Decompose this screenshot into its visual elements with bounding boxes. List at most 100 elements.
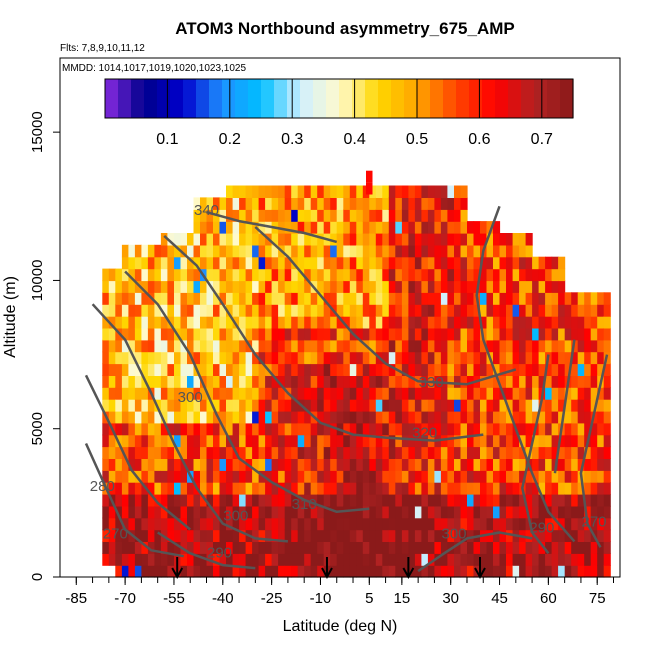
heatmap-cell <box>167 399 175 412</box>
heatmap-cell <box>369 185 377 198</box>
heatmap-cell <box>486 505 494 519</box>
heatmap-cell <box>121 363 129 376</box>
heatmap-cell <box>440 185 448 198</box>
contour-lines <box>84 205 609 573</box>
heatmap-cell <box>258 410 266 424</box>
heatmap-cell <box>584 446 592 459</box>
heatmap-cell <box>278 280 286 293</box>
heatmap-cell <box>284 292 292 305</box>
heatmap-cell <box>108 304 116 317</box>
heatmap-cell <box>382 387 390 400</box>
heatmap-cell <box>506 233 514 246</box>
heatmap-cell <box>141 244 149 258</box>
heatmap-cell <box>330 470 338 483</box>
heatmap-cell <box>200 565 208 578</box>
heatmap-cell <box>258 280 266 293</box>
heatmap-cell <box>414 197 422 210</box>
heatmap-cell <box>330 446 338 459</box>
heatmap-cell <box>323 470 331 483</box>
heatmap-cell <box>284 244 292 258</box>
heatmap-cell <box>460 553 468 566</box>
heatmap-cell <box>193 410 201 424</box>
heatmap-cell <box>219 351 227 365</box>
heatmap-cell <box>467 256 475 270</box>
heatmap-cell <box>440 327 448 341</box>
heatmap-cell <box>519 375 527 388</box>
heatmap-cell <box>486 280 494 293</box>
heatmap-cell <box>258 434 266 448</box>
heatmap-cell <box>200 517 208 531</box>
heatmap-cell <box>506 375 514 388</box>
heatmap-cell <box>460 339 468 353</box>
heatmap-cell <box>206 541 214 554</box>
heatmap-cell <box>467 327 475 341</box>
heatmap-cell <box>200 529 208 542</box>
heatmap-cell <box>395 387 403 400</box>
heatmap-cell <box>525 387 533 400</box>
heatmap-cell <box>271 316 279 329</box>
heatmap-cell <box>245 565 253 578</box>
heatmap-cell <box>219 363 227 376</box>
heatmap-cell <box>258 244 266 258</box>
heatmap-cell <box>506 363 514 376</box>
heatmap-cell <box>108 434 116 448</box>
heatmap-cell <box>401 434 409 448</box>
heatmap-cell <box>460 221 468 234</box>
heatmap-cell <box>447 209 455 222</box>
heatmap-cell <box>421 505 429 519</box>
heatmap-cell <box>239 280 247 293</box>
heatmap-cell <box>102 327 110 341</box>
heatmap-cell <box>336 565 344 578</box>
heatmap-cell <box>160 505 168 519</box>
heatmap-cell <box>330 185 338 198</box>
heatmap-cell <box>427 280 435 293</box>
heatmap-cell <box>434 446 442 459</box>
heatmap-cell <box>460 541 468 554</box>
heatmap-cell <box>414 304 422 317</box>
heatmap-cell <box>525 422 533 436</box>
heatmap-cell <box>414 268 422 282</box>
heatmap-cell <box>343 553 351 566</box>
heatmap-cell <box>134 304 142 317</box>
heatmap-cell <box>154 565 162 578</box>
heatmap-cell <box>102 375 110 388</box>
heatmap-cell <box>447 268 455 282</box>
heatmap-cell <box>421 304 429 317</box>
heatmap-cell <box>180 410 188 424</box>
heatmap-cell <box>414 244 422 258</box>
heatmap-cell <box>239 494 247 507</box>
heatmap-cell <box>532 280 540 293</box>
heatmap-cell <box>245 446 253 459</box>
heatmap-cell <box>121 244 129 258</box>
heatmap-cell <box>317 339 325 353</box>
heatmap-cell <box>310 327 318 341</box>
heatmap-cell <box>519 304 527 317</box>
heatmap-cell <box>538 316 546 329</box>
heatmap-cell <box>115 399 123 412</box>
heatmap-cell <box>232 339 240 353</box>
heatmap-cell <box>330 553 338 566</box>
heatmap-cell <box>603 446 611 459</box>
heatmap-cell <box>545 482 553 495</box>
heatmap-cell <box>493 256 501 270</box>
heatmap-cell <box>141 446 149 459</box>
heatmap-cell <box>134 327 142 341</box>
heatmap-cell <box>108 541 116 554</box>
heatmap-cell <box>252 410 260 424</box>
heatmap-cell <box>265 517 273 531</box>
heatmap-cell <box>356 565 364 578</box>
heatmap-cell <box>421 268 429 282</box>
heatmap-cell <box>356 233 364 246</box>
heatmap-cell <box>473 482 481 495</box>
heatmap-cell <box>284 185 292 198</box>
heatmap-cell <box>512 339 520 353</box>
heatmap-cell <box>356 399 364 412</box>
heatmap-cell <box>375 458 383 471</box>
heatmap-cell <box>356 422 364 436</box>
heatmap-cell <box>395 541 403 554</box>
heatmap-cell <box>239 410 247 424</box>
heatmap-cell <box>532 517 540 531</box>
heatmap-cell <box>291 434 299 448</box>
colorbar-segment <box>300 79 314 118</box>
heatmap-cell <box>401 221 409 234</box>
